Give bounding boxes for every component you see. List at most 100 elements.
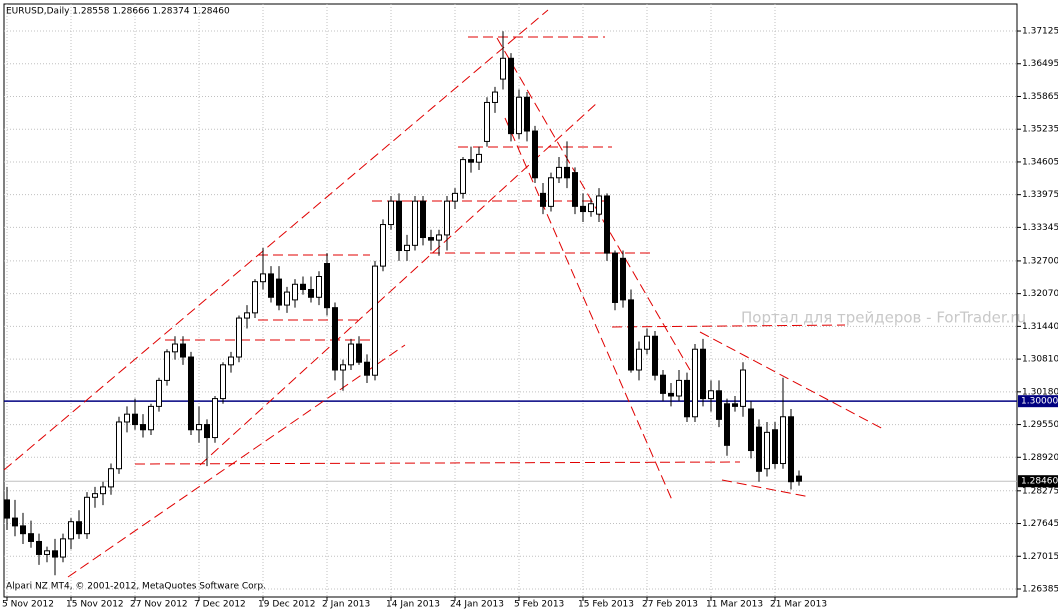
candle-body [12,517,18,527]
candle-body [284,291,290,306]
candle-body [332,307,338,371]
trend-line [611,324,846,328]
candle-body [460,159,466,194]
x-tick-label: 2 Jan 2013 [322,600,370,610]
candle-body [84,496,90,535]
candle-body [36,540,42,555]
candle-body [524,96,530,132]
x-tick-label: 14 Jan 2013 [386,600,440,610]
candle-body [372,265,378,376]
candle-body [356,343,362,363]
candle-body [108,468,114,488]
candle-body [604,195,610,254]
y-tick-label: 1.33345 [1022,223,1058,233]
candle-body [220,364,226,400]
candle-body [484,101,490,142]
candle-body [556,166,562,179]
candle-body [140,424,146,431]
x-tick-label: 24 Jan 2013 [450,600,504,610]
candle-body [244,312,250,319]
candle-body [636,348,642,371]
x-tick-label: 11 Mar 2013 [706,600,763,610]
y-tick-label: 1.30810 [1022,355,1058,365]
candle-body [212,398,218,439]
candle-body [780,416,786,465]
y-tick-label: 1.34605 [1022,157,1058,167]
x-tick-label: 27 Nov 2012 [130,600,188,610]
candle-body [492,91,498,103]
candle-body [364,361,370,376]
level-line-box [1018,395,1058,408]
candle-body [180,343,186,358]
candle-body [572,172,578,207]
candle-body [236,317,242,358]
x-tick-label: 19 Dec 2012 [258,600,316,610]
x-tick-label: 5 Nov 2012 [2,600,54,610]
candle-body [508,57,514,135]
candle-body [596,195,602,215]
candle-body [252,281,258,314]
candle-body [716,390,722,420]
candle-body [100,486,106,495]
footer: Alpari NZ MT4, © 2001-2012, MetaQuotes S… [6,582,266,592]
candle-body [116,421,122,470]
candle-body [204,424,210,439]
x-tick-label: 21 Mar 2013 [770,600,827,610]
candle-body [428,237,434,241]
y-tick-label: 1.37125 [1022,27,1058,37]
candle-body [420,200,426,239]
candle-body [188,356,194,431]
y-tick-label: 1.27645 [1022,519,1058,529]
candle-body [68,521,74,540]
candle-body [92,493,98,498]
y-tick-label: 1.35235 [1022,125,1058,135]
candle-body [788,416,794,483]
trend-line [3,9,549,471]
candle-body [276,278,282,306]
trend-lines [3,9,886,578]
candle-body [44,550,50,555]
candle-body [348,343,354,366]
candle-body [468,159,474,163]
candle-body [268,273,274,298]
candle-body [500,57,506,80]
candle-body [684,379,690,418]
price-line-box [1018,475,1058,488]
x-tick-label: 7 Dec 2012 [194,600,246,610]
candle-body [396,200,402,252]
trend-line [699,331,886,431]
candle-body [476,153,482,163]
candle-body [756,426,762,472]
candle-body [164,351,170,381]
trend-line [496,37,691,371]
candle-body [324,263,330,309]
candle-body [404,244,410,252]
candle-body [260,273,266,283]
candle-body [612,252,618,303]
trend-line [67,344,406,578]
candle-body [132,413,138,426]
candle-body [660,374,666,394]
candle-body [708,390,714,400]
x-tick-label: 5 Feb 2013 [514,600,564,610]
candle-body [148,405,154,431]
y-tick-label: 1.31440 [1022,322,1058,332]
y-tick-label: 1.35865 [1022,92,1058,102]
candle-body [308,288,314,298]
trend-line [504,117,673,501]
candle-body [564,166,570,179]
candle-body [4,499,10,519]
candle-body [540,192,546,207]
candles [4,31,802,576]
candle-body [732,403,738,407]
candle-body [748,408,754,452]
candle-body [532,130,538,179]
candle-body [300,283,306,290]
watermark: Портал для трейдеров - ForTrader.ru [741,309,1026,327]
candle-body [620,257,626,301]
y-tick-label: 1.33975 [1022,190,1058,200]
candle-body [588,203,594,213]
candle-body [668,392,674,397]
